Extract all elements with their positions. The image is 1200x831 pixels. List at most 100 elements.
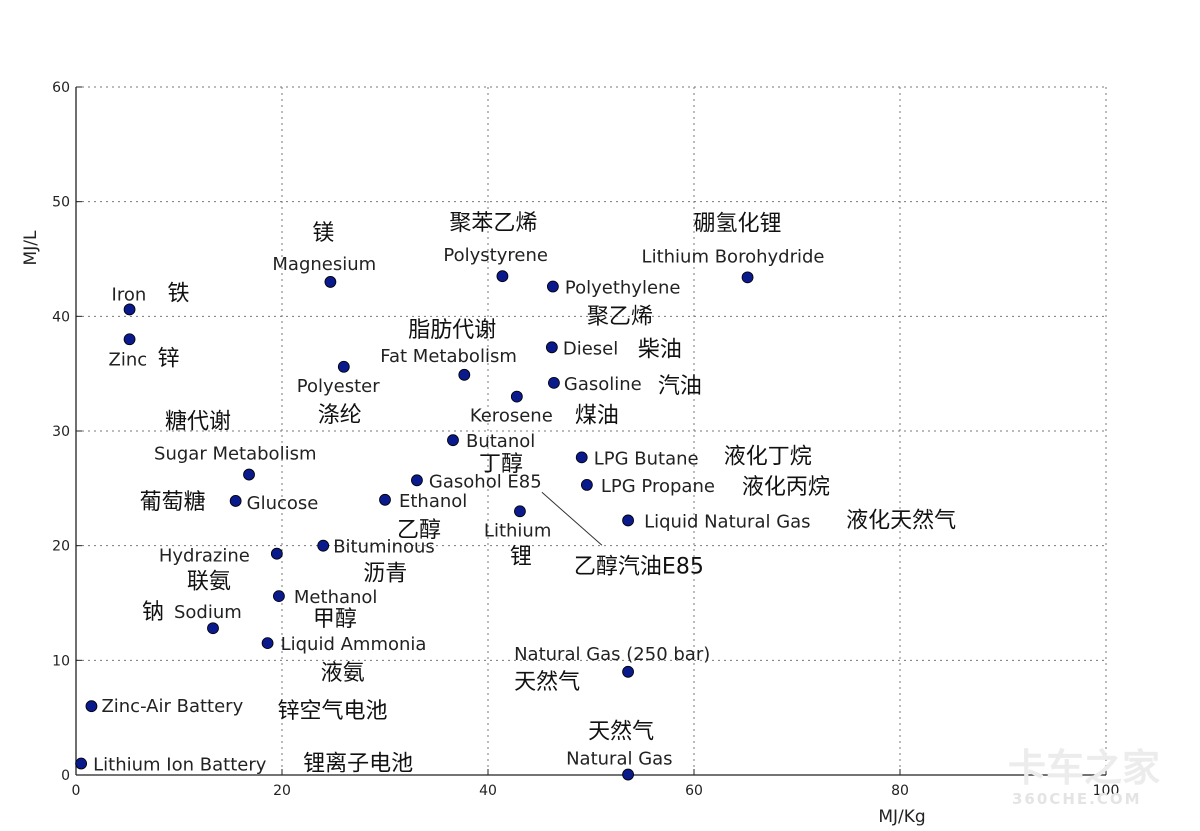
label-en-sodium: Sodium: [174, 602, 242, 623]
label-en-natural-gas: Natural Gas: [566, 749, 672, 770]
point-lithium: [514, 505, 526, 518]
point-hydrazine: [270, 547, 283, 560]
label-en-methanol: Methanol: [294, 587, 378, 608]
point-polyester: [337, 360, 350, 373]
y-tick-label: 50: [52, 195, 70, 211]
label-cn-zinc-air-battery: 锌空气电池: [277, 699, 387, 724]
point-sodium: [207, 622, 219, 635]
annotation-layer: 乙醇汽油E85: [541, 491, 704, 579]
x-tick-label: 40: [479, 783, 497, 799]
label-en-natural-gas-250-bar: Natural Gas (250 bar): [514, 644, 710, 665]
point-kerosene: [510, 390, 523, 403]
x-tick-label: 20: [273, 783, 291, 799]
label-cn-bituminous: 沥青: [363, 562, 407, 587]
label-en-lpg-propane: LPG Propane: [601, 476, 715, 497]
point-polyethylene: [546, 280, 559, 293]
point-fat-metabolism: [458, 368, 471, 381]
annotation-label: 乙醇汽油E85: [574, 554, 704, 579]
label-en-iron: Iron: [112, 284, 147, 305]
point-iron: [123, 303, 136, 316]
watermark-logo: 卡车之家: [1008, 746, 1160, 790]
label-cn-liquid-ammonia: 液氨: [321, 661, 365, 686]
label-en-sugar-metabolism: Sugar Metabolism: [154, 444, 316, 465]
label-en-polyester: Polyester: [297, 376, 380, 397]
point-gasohol-e85: [411, 474, 423, 487]
label-cn-polystyrene: 聚苯乙烯: [449, 211, 537, 236]
y-tick-label: 40: [52, 309, 70, 325]
label-cn-natural-gas-250-bar: 天然气: [514, 670, 580, 695]
y-tick-label: 0: [61, 768, 70, 784]
point-zinc: [123, 333, 136, 346]
label-en-liquid-natural-gas: Liquid Natural Gas: [644, 511, 810, 532]
label-cn-liquid-natural-gas: 液化天然气: [846, 508, 956, 533]
label-cn-sodium: 钠: [142, 600, 164, 625]
data-points: [75, 270, 754, 781]
label-en-bituminous: Bituminous: [333, 537, 435, 558]
tick-labels: 0 20 40 60 80 100 0 10 20 30 40 50 60: [52, 80, 1119, 799]
label-cn-kerosene: 煤油: [575, 404, 619, 429]
label-cn-polyethylene: 聚乙烯: [587, 305, 653, 330]
label-en-zinc-air-battery: Zinc-Air Battery: [101, 696, 243, 717]
label-en-polystyrene: Polystyrene: [443, 245, 548, 266]
watermark-site: 360CHE.COM: [1012, 790, 1142, 808]
label-en-ethanol: Ethanol: [399, 491, 467, 512]
point-ethanol: [379, 493, 391, 506]
x-tick-label: 100: [1093, 783, 1120, 799]
point-diesel: [545, 341, 558, 354]
label-cn-lithium-borohydride: 硼氢化锂: [694, 211, 782, 236]
label-en-liquid-ammonia: Liquid Ammonia: [281, 634, 427, 655]
x-tick-label: 60: [685, 783, 703, 799]
point-lithium-ion-battery: [75, 757, 88, 770]
point-glucose: [229, 495, 242, 507]
y-tick-label: 60: [52, 80, 70, 96]
label-cn-ethanol: 乙醇: [397, 518, 441, 543]
y-axis-title: MJ/L: [21, 230, 41, 265]
label-cn-zinc: 锌: [158, 346, 180, 371]
x-tick-label: 0: [72, 783, 81, 799]
label-cn-magnesium: 镁: [312, 221, 334, 246]
label-cn-butanol: 丁醇: [479, 452, 523, 477]
label-en-glucose: Glucose: [247, 493, 319, 514]
label-cn-lpg-propane: 液化丙烷: [742, 475, 830, 500]
point-magnesium: [324, 276, 337, 288]
label-cn-lpg-butane: 液化丁烷: [724, 444, 812, 469]
point-lpg-propane: [580, 478, 593, 491]
point-natural-gas-250-bar: [622, 665, 634, 678]
point-lithium-borohydride: [741, 271, 754, 284]
y-tick-label: 20: [52, 539, 70, 555]
point-gasoline: [548, 376, 560, 389]
label-en-kerosene: Kerosene: [470, 406, 553, 427]
x-tick-label: 80: [891, 783, 909, 799]
label-en-zinc: Zinc: [109, 349, 148, 370]
y-tick-label: 10: [52, 653, 70, 669]
label-en-lithium: Lithium: [484, 520, 551, 541]
label-cn-polyester: 涤纶: [318, 403, 362, 428]
label-en-gasoline: Gasoline: [564, 374, 642, 395]
grid-lines: [76, 86, 1107, 775]
x-axis-title: MJ/Kg: [878, 807, 925, 827]
point-butanol: [447, 434, 459, 447]
label-cn-glucose: 葡萄糖: [140, 490, 206, 515]
label-cn-hydrazine: 联氨: [187, 570, 231, 595]
point-bituminous: [317, 539, 330, 552]
label-cn-fat-metabolism: 脂肪代谢: [408, 318, 496, 343]
label-en-diesel: Diesel: [563, 338, 618, 359]
label-cn-lithium-ion-battery: 锂离子电池: [303, 752, 413, 777]
label-cn-lithium: 锂: [510, 544, 532, 569]
label-en-polyethylene: Polyethylene: [565, 278, 681, 299]
point-lpg-butane: [575, 451, 588, 464]
label-en-lithium-borohydride: Lithium Borohydride: [642, 246, 825, 267]
point-liquid-ammonia: [261, 637, 274, 650]
point-methanol: [273, 590, 285, 603]
label-cn-diesel: 柴油: [638, 337, 682, 362]
y-tick-label: 30: [52, 424, 70, 440]
label-cn-methanol: 甲醇: [313, 607, 357, 632]
label-en-fat-metabolism: Fat Metabolism: [380, 346, 517, 367]
label-cn-iron: 铁: [168, 281, 190, 306]
point-polystyrene: [496, 270, 509, 283]
label-cn-natural-gas: 天然气: [588, 720, 654, 745]
label-en-hydrazine: Hydrazine: [159, 546, 250, 567]
point-liquid-natural-gas: [622, 514, 634, 527]
label-en-lithium-ion-battery: Lithium Ion Battery: [93, 755, 267, 776]
